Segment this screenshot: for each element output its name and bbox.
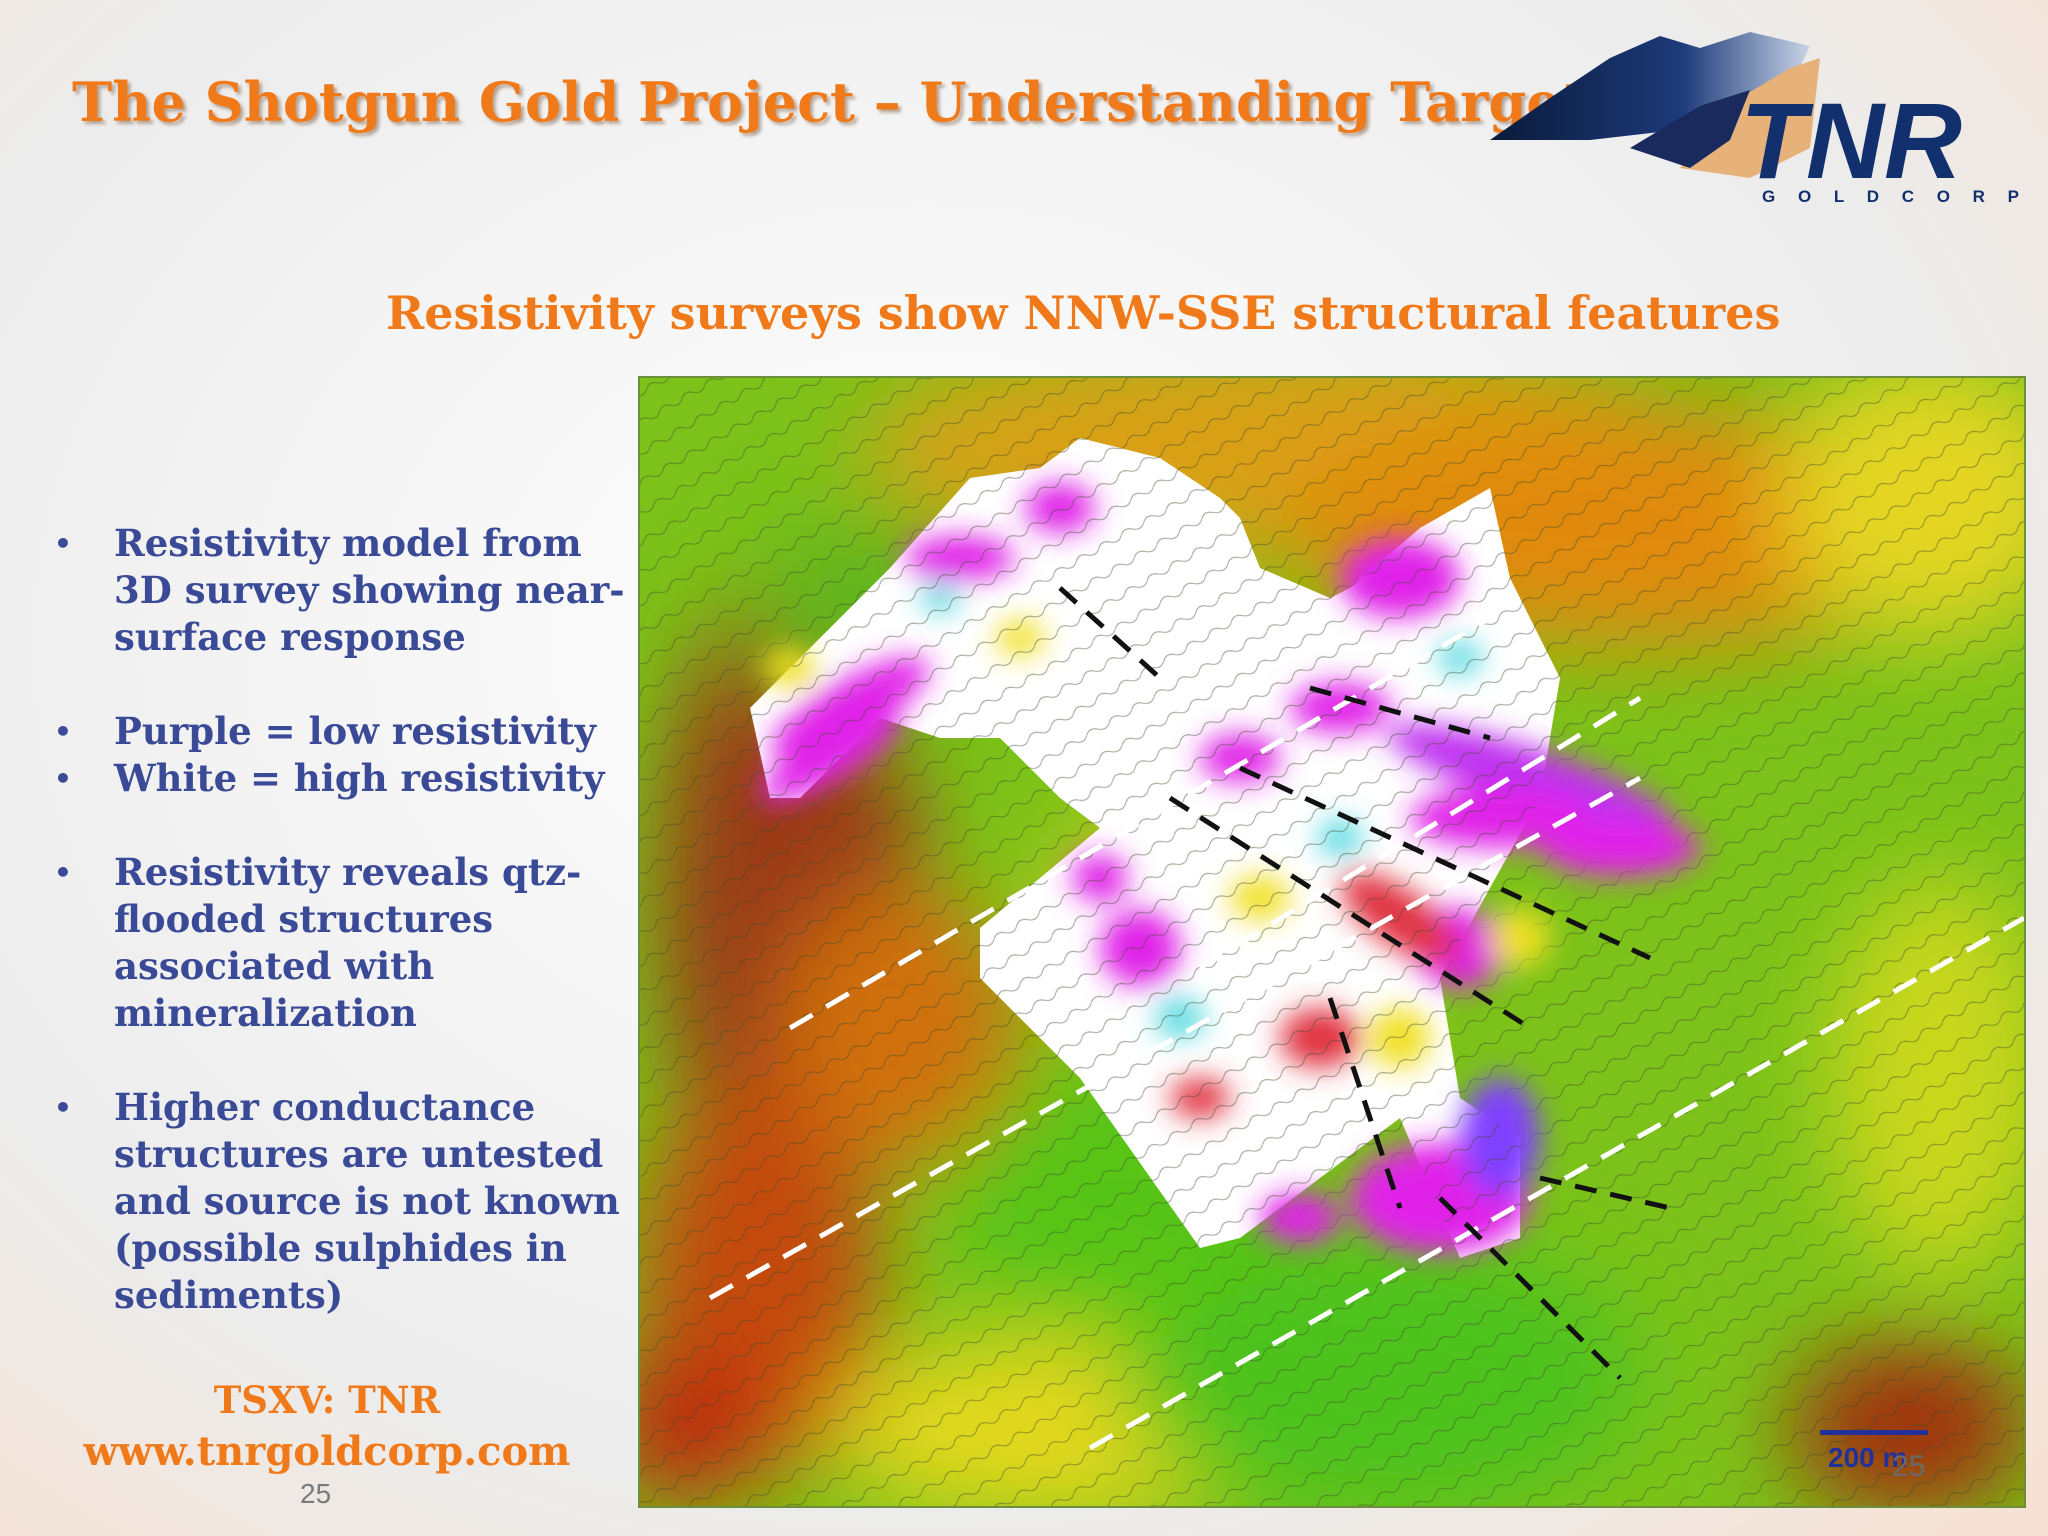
logo-tagline: G O L D C O R P xyxy=(1762,187,2020,206)
website-link[interactable]: www.tnrgoldcorp.com xyxy=(83,1428,571,1475)
scale-bar xyxy=(1820,1430,1928,1435)
stock-ticker: TSXV: TNR xyxy=(213,1378,441,1422)
survey-contours xyxy=(750,438,1560,1258)
bullet-item: • Resistivity reveals qtz-flooded structu… xyxy=(48,849,628,1037)
bullet-text: Resistivity model from 3D survey showing… xyxy=(114,521,625,659)
resistivity-map xyxy=(638,376,2026,1508)
bullet-item: • Resistivity model from 3D survey showin… xyxy=(48,520,628,661)
structure-lines-black xyxy=(1058,586,1671,1380)
bullet-item: • White = high resistivity xyxy=(48,755,628,802)
bullet-text: Higher conductance structures are untest… xyxy=(114,1085,620,1317)
bullet-item: • Purple = low resistivity xyxy=(48,708,628,755)
page-number-overlay: 25 xyxy=(1892,1450,1926,1483)
bullet-dot-icon: • xyxy=(54,1091,72,1124)
page-number: 25 xyxy=(300,1478,332,1509)
bullet-text: Resistivity reveals qtz-flooded structur… xyxy=(114,850,582,1035)
bullet-list: • Resistivity model from 3D survey showin… xyxy=(48,520,628,1319)
bullet-text: White = high resistivity xyxy=(114,756,605,800)
bullet-item: • Higher conductance structures are untes… xyxy=(48,1084,628,1319)
bullet-text: Purple = low resistivity xyxy=(114,709,596,753)
bullet-dot-icon: • xyxy=(54,856,72,889)
slide-title: The Shotgun Gold Project – Understanding… xyxy=(72,70,1617,134)
bullet-dot-icon: • xyxy=(54,715,72,748)
bullet-dot-icon: • xyxy=(54,527,72,560)
slide-subtitle: Resistivity surveys show NNW-SSE structu… xyxy=(386,286,1781,340)
bullet-dot-icon: • xyxy=(54,762,72,795)
tnr-logo: TNR G O L D C O R P xyxy=(1490,28,2020,214)
structure-lines-white xyxy=(708,615,2024,1451)
logo-wordmark: TNR xyxy=(1740,80,1962,201)
scale-label: 200 m xyxy=(1828,1442,1908,1473)
